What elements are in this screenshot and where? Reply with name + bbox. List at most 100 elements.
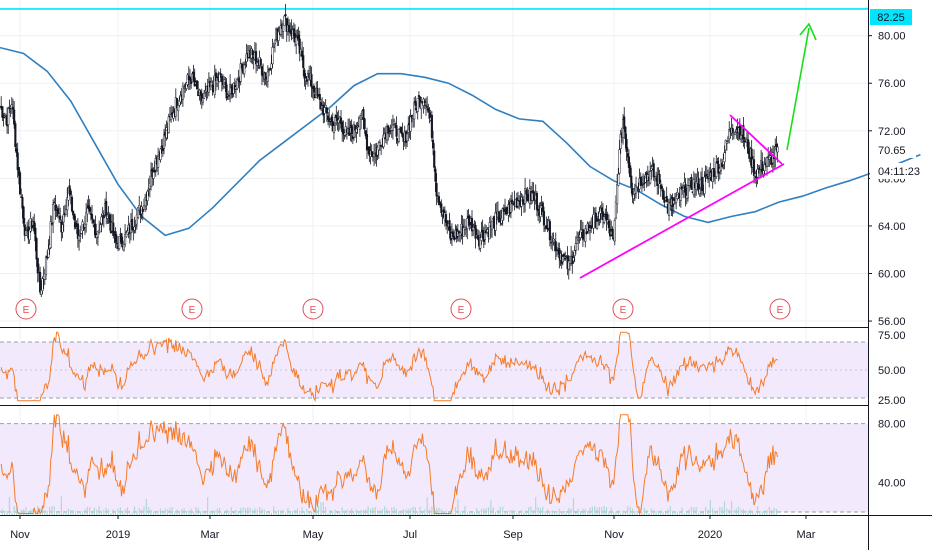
candle-body	[41, 278, 44, 291]
volume-bar	[735, 508, 737, 515]
time-tick-label: 2020	[698, 529, 722, 541]
candle-body	[491, 220, 494, 230]
candle-body	[537, 208, 540, 212]
volume-bar	[11, 512, 13, 515]
candle-body	[273, 39, 276, 45]
volume-bar	[367, 506, 369, 515]
volume-bar	[174, 512, 176, 515]
candle-body	[600, 207, 603, 212]
volume-bar	[520, 509, 523, 515]
volume-bar	[299, 510, 301, 515]
volume-bar	[152, 512, 154, 515]
volume-bar	[183, 508, 185, 515]
volume-bar	[221, 512, 223, 515]
volume-bar	[551, 510, 553, 515]
candle-body	[416, 97, 419, 112]
candle-body	[152, 171, 155, 179]
oscillator-1-axis: 25.00 50.00 75.00	[878, 330, 906, 407]
volume-bar	[525, 510, 527, 515]
volume-bar	[582, 508, 584, 515]
oscillator-2-line	[0, 414, 779, 515]
candle-body	[36, 258, 39, 274]
candle-body	[316, 87, 319, 97]
volume-bar	[516, 512, 518, 515]
volume-bar	[683, 512, 685, 515]
volume-bar	[615, 511, 617, 515]
candle-body	[22, 206, 25, 224]
volume-bar	[523, 512, 525, 515]
volume-bar	[709, 499, 711, 515]
volume-bar	[289, 511, 291, 515]
volume-bar	[676, 511, 678, 515]
volume-bar	[636, 511, 638, 515]
candle-body	[551, 242, 554, 244]
volume-bar	[275, 511, 277, 515]
candle-body	[53, 202, 56, 204]
candle-body	[219, 73, 222, 76]
volume-bar	[679, 511, 681, 515]
volume-bar	[478, 511, 480, 515]
volume-bar	[459, 511, 461, 515]
candle-body	[335, 114, 338, 119]
volume-bar	[56, 511, 58, 515]
time-tick-label: Nov	[10, 529, 30, 541]
volume-bar	[355, 509, 357, 515]
volume-bar	[67, 508, 70, 515]
volume-bar	[740, 509, 742, 515]
candle-body	[682, 188, 685, 191]
volume-bar	[414, 507, 416, 515]
volume-bar	[280, 510, 282, 515]
volume-bar	[499, 506, 501, 515]
volume-bar	[254, 508, 256, 515]
candle-body	[88, 206, 91, 212]
volume-bar	[721, 507, 723, 515]
volume-bar	[646, 510, 648, 515]
volume-bar	[211, 510, 213, 515]
volume-bar	[513, 510, 516, 515]
volume-bar	[764, 512, 766, 515]
oscillator-2-tick-label: 80.00	[878, 419, 906, 431]
candle-body	[358, 118, 361, 130]
candle-body	[465, 228, 468, 231]
candle-body	[752, 159, 756, 176]
volume-bar	[200, 511, 202, 515]
volume-bar	[178, 510, 180, 515]
volume-bar	[105, 507, 107, 515]
candle-body	[80, 233, 83, 235]
target-price-badge: 82.25	[870, 9, 912, 25]
volume-bar	[410, 508, 412, 515]
candle-body	[574, 243, 577, 251]
earnings-marker-label: E	[310, 305, 317, 316]
candle-body	[611, 228, 614, 237]
volume-bar	[218, 507, 221, 515]
projection-arrow	[786, 22, 817, 151]
candle-body	[61, 224, 64, 233]
candle-body	[59, 215, 62, 220]
volume-bar	[107, 509, 110, 515]
candle-body	[251, 49, 254, 56]
volume-bar	[476, 508, 478, 515]
candle-body	[627, 156, 630, 168]
candle-body	[624, 126, 627, 140]
volume-bar	[577, 508, 579, 515]
candle-body	[90, 214, 94, 220]
candle-body	[266, 71, 269, 82]
time-tick-label: May	[303, 529, 324, 541]
candle-body	[535, 192, 538, 210]
candle-body	[92, 219, 95, 224]
volume-bar	[761, 512, 763, 515]
candle-body	[288, 24, 291, 32]
candle-body	[318, 94, 321, 100]
candle-body	[177, 105, 180, 112]
candle-body	[303, 69, 306, 79]
price-tick-label: 76.00	[878, 78, 906, 90]
volume-bar	[631, 508, 634, 515]
volume-bar	[745, 510, 747, 515]
candle-body	[762, 170, 765, 175]
volume-bar	[669, 506, 671, 515]
volume-bar	[284, 512, 287, 515]
volume-bar	[568, 508, 570, 515]
volume-bar	[554, 511, 556, 515]
volume-bar	[480, 508, 483, 515]
candle-body	[363, 118, 366, 130]
